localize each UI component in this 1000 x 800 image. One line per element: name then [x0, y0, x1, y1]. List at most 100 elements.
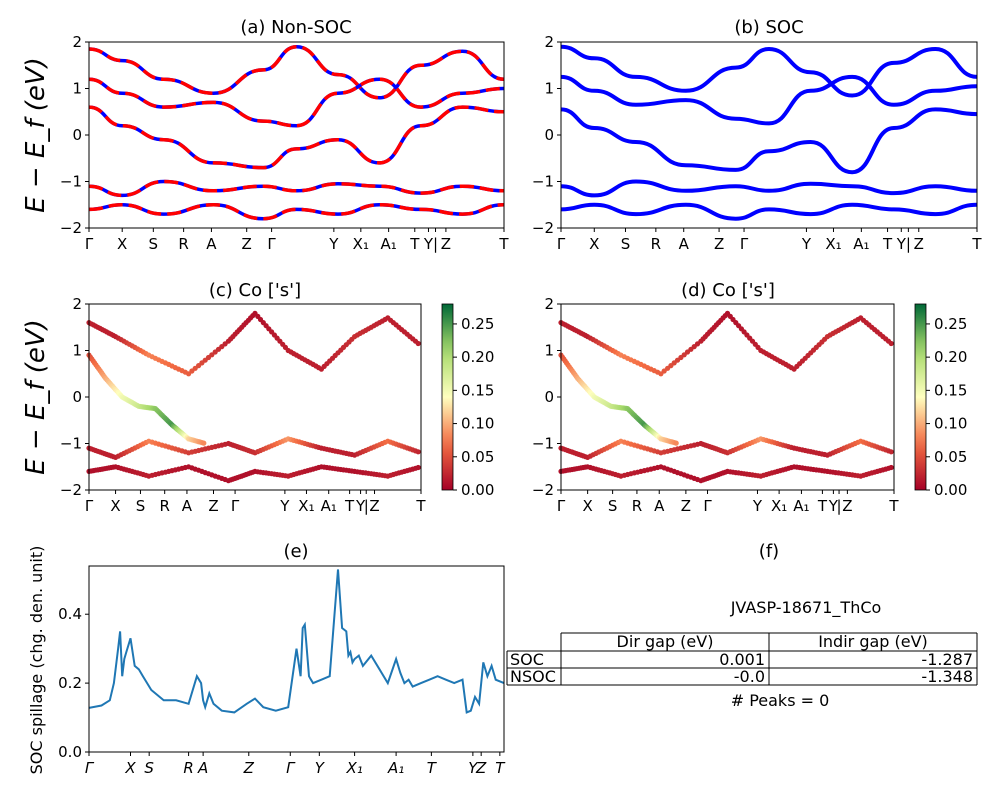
- band-line-band-2-dashed: [89, 77, 504, 128]
- xtick-label: A₁: [793, 497, 809, 515]
- panel-e-xticks: Γ X S R A Z Γ Y X₁ A₁ T YZ T: [85, 752, 506, 777]
- xtick-label: Y: [468, 759, 479, 777]
- table-row-label: SOC: [510, 650, 544, 669]
- xtick-label: Y: [828, 497, 839, 515]
- xtick-label: S: [608, 497, 618, 515]
- xtick-label: T: [498, 235, 509, 253]
- panel-e-plot: [88, 569, 505, 714]
- ytick-label: 1: [544, 342, 554, 360]
- band-point: [201, 440, 207, 446]
- ylabel-top: E − E_f (eV): [21, 57, 51, 213]
- xtick-label: Z: [208, 497, 218, 515]
- colorbar-tick-label: 0.25: [934, 315, 967, 333]
- panel-d-colorbar: 0.00 0.05 0.10 0.15 0.20 0.25: [914, 303, 967, 499]
- xtick-label: R: [632, 497, 642, 515]
- panel-a-title: (a) Non-SOC: [240, 17, 351, 38]
- colorbar-tick-label: 0.15: [934, 381, 967, 399]
- panel-a-frame: [88, 41, 505, 229]
- ytick-label: 2: [72, 295, 82, 313]
- band-line-band-4-dashed: [89, 179, 504, 198]
- table-cell: -1.348: [921, 667, 973, 686]
- band-line-band-3-dashed: [89, 105, 504, 170]
- xtick-label: Y: [801, 235, 812, 253]
- xtick-label: T: [409, 235, 420, 253]
- table-cell: -0.0: [734, 667, 765, 686]
- xtick-label: S: [621, 235, 631, 253]
- panel-b: (b) SOC 210−1−2 Γ X S R A Z Γ Y X₁ A₁ T Y | Z T: [532, 17, 983, 253]
- panel-c-frame: [88, 303, 422, 491]
- panel-e: (e) 0.00.20.4 Γ X S R A Z Γ Y X₁ A₁ T YZ T SOC spill…: [27, 541, 506, 777]
- ytick-label: 2: [544, 33, 554, 51]
- xtick-label: Z: [842, 497, 852, 515]
- xtick-label: Y: [423, 235, 434, 253]
- xtick-label: Z: [243, 759, 255, 777]
- panel-d-xticks: Γ X S R A Z Γ Y X₁ A₁ T Y| Z T: [557, 490, 899, 515]
- ytick-label: 0.4: [58, 605, 82, 623]
- panel-d-plot: [558, 310, 894, 484]
- xtick-label: Z: [714, 235, 724, 253]
- table-cell: 0.001: [719, 650, 765, 669]
- ytick-label: 0: [72, 388, 82, 406]
- xtick-label: Γ: [85, 497, 94, 515]
- xtick-label: R: [159, 497, 169, 515]
- xtick-label: A₁: [387, 759, 404, 777]
- panel-a-xticks: Γ X S R A Z Γ Y X₁ A₁ T Y | Z T: [85, 228, 509, 253]
- spillage-line: [88, 569, 505, 714]
- xtick-label: X₁: [825, 235, 841, 253]
- panel-b-title: (b) SOC: [734, 17, 803, 38]
- xtick-label: Y: [752, 497, 763, 515]
- ytick-label: 2: [72, 33, 82, 51]
- colorbar-tick-label: 0.20: [934, 348, 967, 366]
- xtick-label: A: [654, 497, 665, 515]
- panel-f-material: JVASP-18671_ThCo: [730, 598, 882, 618]
- xtick-label: T: [344, 497, 355, 515]
- panel-f: (f) JVASP-18671_ThCo Dir gap (eV) Indir …: [506, 541, 978, 710]
- band-line-band-5-dashed: [89, 203, 504, 221]
- bands: [89, 44, 504, 221]
- xtick-label: S: [144, 759, 154, 777]
- panel-f-peaks: # Peaks = 0: [731, 691, 830, 710]
- xtick-label: Z: [914, 235, 924, 253]
- ytick-label: 0.0: [58, 743, 82, 761]
- band-point: [415, 340, 421, 347]
- xtick-label: A₁: [380, 235, 396, 253]
- ylabel-mid: E − E_f (eV): [21, 319, 51, 475]
- panel-a-plot: [89, 44, 504, 221]
- ytick-label: 2: [544, 295, 554, 313]
- panel-e-frame: [88, 565, 505, 753]
- ytick-label: 1: [544, 80, 554, 98]
- ytick-label: −2: [60, 219, 82, 237]
- xtick-label: A₁: [853, 235, 869, 253]
- table-row-label: NSOC: [510, 667, 556, 686]
- xtick-label: X₁: [771, 497, 787, 515]
- panel-c-plot: [86, 310, 421, 484]
- table-header-dir: Dir gap (eV): [617, 632, 714, 651]
- band-point: [888, 464, 894, 471]
- band-point: [888, 449, 894, 455]
- table-cell: -1.287: [921, 650, 973, 669]
- ytick-label: −2: [60, 481, 82, 499]
- band-line-band-3: [561, 107, 977, 175]
- xtick-label: Y: [315, 759, 326, 777]
- xtick-label: |: [906, 235, 911, 253]
- xtick-label: |: [837, 497, 842, 515]
- table-header-indir: Indir gap (eV): [818, 632, 928, 651]
- xtick-label: X: [589, 235, 599, 253]
- xtick-label: Z: [681, 497, 691, 515]
- xtick-label: |: [364, 497, 369, 515]
- panel-c: (c) Co ['s'] 210−1−2 Γ X S R A Z Γ Y X₁ A₁ T Y| Z T 0…: [60, 280, 495, 515]
- band-point: [673, 440, 679, 446]
- xtick-label: Z: [475, 759, 487, 777]
- gap-table: Dir gap (eV) Indir gap (eV) SOC 0.001 -1…: [506, 632, 978, 686]
- band-line-band-5: [561, 202, 977, 221]
- band-line-band-1-dashed: [89, 44, 504, 100]
- xtick-label: Γ: [231, 497, 240, 515]
- xtick-label: Γ: [85, 759, 95, 777]
- panel-b-plot: [561, 44, 977, 221]
- band-line-band-1: [561, 44, 977, 98]
- band-point: [415, 449, 421, 455]
- xtick-label: T: [495, 759, 506, 777]
- xtick-label: Γ: [267, 235, 276, 253]
- colorbar-rect: [441, 303, 454, 491]
- xtick-label: A₁: [321, 497, 337, 515]
